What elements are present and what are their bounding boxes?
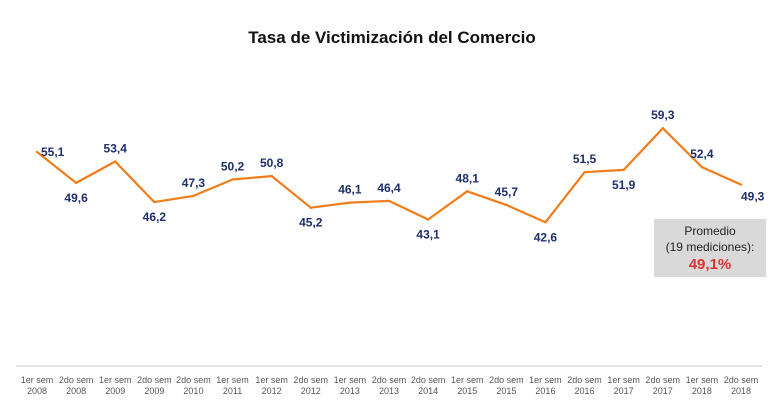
- x-tick-label: 2do sem: [294, 375, 329, 385]
- data-label: 59,3: [651, 108, 675, 122]
- x-tick-label: 2do sem: [646, 375, 681, 385]
- x-tick-label: 2do sem: [411, 375, 446, 385]
- data-label: 50,2: [221, 160, 245, 174]
- x-tick-label: 2013: [379, 386, 399, 396]
- data-point: [583, 170, 586, 174]
- x-tick-label: 1er sem: [529, 375, 562, 385]
- x-tick-label: 2do sem: [724, 375, 759, 385]
- series-line: [36, 127, 742, 224]
- data-point: [466, 190, 469, 193]
- x-tick-label: 2012: [301, 386, 321, 396]
- data-label: 46,2: [143, 210, 167, 224]
- x-tick-label: 2do sem: [567, 375, 602, 385]
- data-label: 51,5: [573, 152, 597, 166]
- data-label: 50,8: [260, 156, 284, 170]
- x-tick-label: 2010: [183, 386, 203, 396]
- data-point: [114, 160, 117, 163]
- x-tick-label: 2017: [653, 386, 673, 396]
- x-tick-label: 2009: [105, 386, 125, 396]
- x-tick-label: 2015: [496, 386, 516, 396]
- x-tick-label: 2012: [262, 386, 282, 396]
- x-tick-label: 2016: [575, 386, 595, 396]
- x-tick-label: 1er sem: [334, 375, 367, 385]
- x-tick-label: 1er sem: [451, 375, 484, 385]
- x-tick-label: 2018: [731, 386, 751, 396]
- data-point: [153, 200, 156, 204]
- average-label: Promedio: [684, 224, 736, 238]
- data-label: 52,4: [690, 147, 714, 161]
- data-label: 49,3: [741, 190, 765, 204]
- x-tick-label: 2013: [340, 386, 360, 396]
- data-point: [192, 194, 195, 198]
- data-point: [622, 168, 625, 172]
- x-tick-label: 1er sem: [21, 375, 54, 385]
- x-tick-label: 2009: [144, 386, 164, 396]
- data-point: [270, 174, 273, 178]
- data-point: [739, 183, 743, 186]
- x-tick-label: 2do sem: [176, 375, 211, 385]
- x-tick-label: 2008: [27, 386, 47, 396]
- x-tick-label: 2015: [457, 386, 477, 396]
- x-tick-label: 2016: [535, 386, 555, 396]
- data-label: 42,6: [534, 230, 558, 244]
- data-point: [505, 203, 508, 207]
- data-label: 46,1: [338, 183, 362, 197]
- data-label: 45,2: [299, 216, 323, 230]
- data-point: [74, 181, 78, 185]
- data-point: [35, 150, 39, 154]
- x-tick-label: 1er sem: [607, 375, 640, 385]
- chart-title: Tasa de Victimización del Comercio: [248, 28, 536, 47]
- data-point: [309, 206, 312, 209]
- data-label: 48,1: [456, 171, 480, 185]
- x-tick-label: 2014: [418, 386, 438, 396]
- x-tick-label: 1er sem: [686, 375, 719, 385]
- x-tick-label: 2018: [692, 386, 712, 396]
- x-tick-label: 1er sem: [216, 375, 249, 385]
- x-tick-label: 1er sem: [99, 375, 132, 385]
- average-count: (19 mediciones):: [665, 240, 755, 254]
- data-point: [544, 221, 547, 224]
- x-tick-label: 2017: [614, 386, 634, 396]
- data-label: 47,3: [182, 176, 206, 190]
- data-label: 51,9: [612, 178, 636, 192]
- data-point: [661, 127, 664, 130]
- x-tick-label: 2008: [66, 386, 86, 396]
- average-value: 49,1%: [688, 256, 732, 273]
- data-point: [231, 178, 234, 181]
- data-label: 49,6: [64, 191, 88, 205]
- data-label: 55,1: [41, 145, 65, 159]
- x-tick-label: 2011: [223, 386, 242, 396]
- data-label: 46,4: [377, 181, 401, 195]
- x-tick-label: 2do sem: [137, 375, 172, 385]
- data-point: [426, 218, 430, 221]
- x-tick-label: 2do sem: [372, 375, 407, 385]
- data-point: [700, 165, 704, 169]
- x-tick-label: 2do sem: [59, 375, 94, 385]
- x-tick-label: 1er sem: [255, 375, 288, 385]
- average-box: Promedio (19 mediciones): 49,1%: [654, 219, 766, 277]
- data-label: 45,7: [495, 185, 519, 199]
- x-tick-label: 2do sem: [489, 375, 524, 385]
- data-point: [387, 199, 391, 203]
- data-point: [348, 201, 352, 204]
- data-label: 43,1: [416, 228, 440, 242]
- data-label: 53,4: [104, 141, 128, 155]
